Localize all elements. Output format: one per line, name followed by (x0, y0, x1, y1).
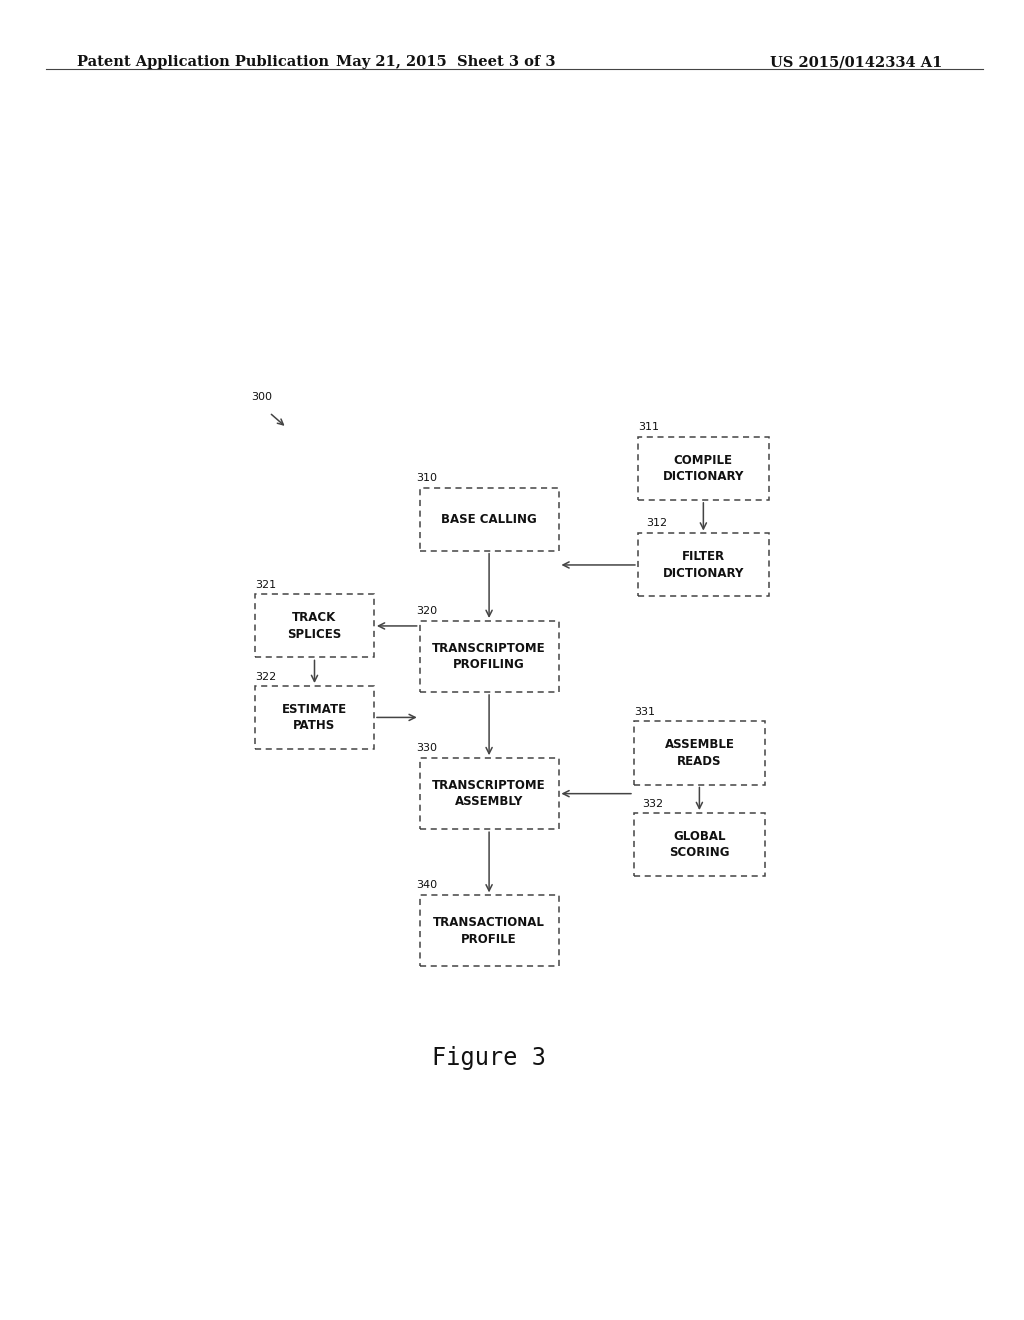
Text: COMPILE
DICTIONARY: COMPILE DICTIONARY (663, 454, 744, 483)
FancyBboxPatch shape (638, 437, 769, 500)
Text: FILTER
DICTIONARY: FILTER DICTIONARY (663, 550, 744, 579)
Text: Patent Application Publication: Patent Application Publication (77, 55, 329, 70)
Text: ASSEMBLE
READS: ASSEMBLE READS (665, 738, 734, 768)
Text: BASE CALLING: BASE CALLING (441, 512, 537, 525)
Text: Figure 3: Figure 3 (432, 1045, 546, 1071)
Text: TRANSCRIPTOME
ASSEMBLY: TRANSCRIPTOME ASSEMBLY (432, 779, 546, 808)
Text: 310: 310 (416, 473, 437, 483)
Text: 311: 311 (638, 422, 659, 432)
Text: 320: 320 (416, 606, 437, 615)
FancyBboxPatch shape (634, 722, 765, 784)
Text: TRANSACTIONAL
PROFILE: TRANSACTIONAL PROFILE (433, 916, 545, 945)
Text: 312: 312 (646, 519, 668, 528)
Text: May 21, 2015  Sheet 3 of 3: May 21, 2015 Sheet 3 of 3 (336, 55, 555, 70)
Text: 332: 332 (642, 799, 664, 809)
Text: 330: 330 (416, 743, 437, 752)
FancyBboxPatch shape (420, 620, 558, 692)
Text: 340: 340 (416, 880, 437, 890)
FancyBboxPatch shape (638, 533, 769, 597)
FancyBboxPatch shape (420, 758, 558, 829)
Text: 321: 321 (255, 581, 276, 590)
FancyBboxPatch shape (634, 813, 765, 876)
FancyBboxPatch shape (255, 686, 374, 748)
Text: ESTIMATE
PATHS: ESTIMATE PATHS (282, 702, 347, 733)
Text: 331: 331 (634, 708, 655, 718)
Text: GLOBAL
SCORING: GLOBAL SCORING (669, 830, 730, 859)
FancyBboxPatch shape (255, 594, 374, 657)
Text: US 2015/0142334 A1: US 2015/0142334 A1 (770, 55, 942, 70)
FancyBboxPatch shape (420, 895, 558, 966)
Text: TRANSCRIPTOME
PROFILING: TRANSCRIPTOME PROFILING (432, 642, 546, 671)
Text: 322: 322 (255, 672, 276, 682)
Text: 300: 300 (251, 392, 272, 403)
FancyBboxPatch shape (420, 487, 558, 550)
Text: TRACK
SPLICES: TRACK SPLICES (288, 611, 342, 640)
